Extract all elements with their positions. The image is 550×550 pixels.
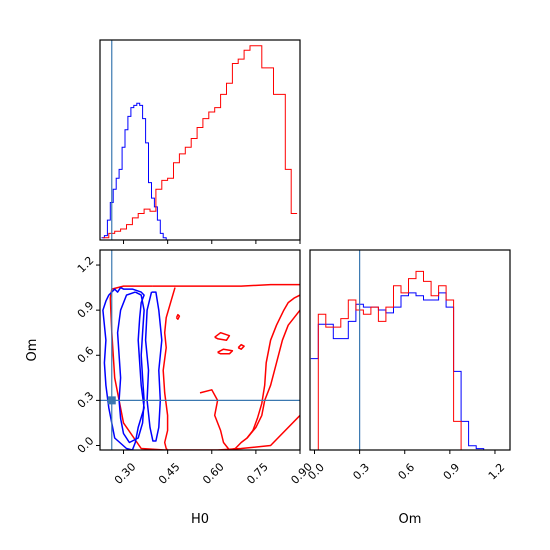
h0-om-contour-panel: 0.00.30.60.91.2 0.30 0.45 0.60 0.75 0.90 [75,249,315,487]
om-y-tick-label-2: 0.6 [75,344,97,366]
om-x-tick-label-2: 0.6 [396,461,418,483]
x-axis-label-om: Om [399,512,422,527]
h0-x-tick-label-1: 0.45 [156,460,183,487]
contour-red-outer-top [152,283,300,287]
h0-histogram-frame [99,39,301,241]
om-y-tick-label-1: 0.3 [75,389,97,411]
om-y-tick-label-3: 0.9 [75,299,97,321]
contour-red-blob-c [237,343,245,350]
contour-blue-outer [102,286,145,450]
contour-red-blob-d [175,313,181,320]
om-x-tick-label-4: 1.2 [486,461,508,483]
contour-red-mid-left [162,287,176,450]
om-x-tick-label-1: 0.3 [350,461,372,483]
contour-red-mid-right [199,309,300,450]
h0-histogram-panel [99,39,301,244]
om-histogram-red [310,270,477,450]
h0-x-tick-label-2: 0.60 [200,460,227,487]
y-axis-label-om: Om [25,339,40,362]
om-histogram-frame [309,249,511,451]
om-histogram-panel: 0.0 0.3 0.6 0.9 1.2 [305,249,511,483]
om-x-tick-label-3: 0.9 [441,461,463,483]
h0-histogram-blue [101,102,170,240]
h0-om-contour-frame [99,249,301,451]
om-histogram-blue [310,292,492,450]
om-y-tick-label-0: 0.0 [75,434,97,456]
h0-x-tick-label-3: 0.75 [244,460,271,487]
om-y-tick-label-4: 1.2 [75,254,97,276]
truth-marker [107,396,116,405]
contour-red-inner-right [246,294,300,439]
x-axis-label-h0: H0 [191,512,209,527]
contour-red-blob-a [214,331,231,341]
contour-red-blob-b [217,348,234,355]
contour-blue-mid [116,291,145,444]
contour-blue-inner [144,291,163,442]
h0-x-tick-label-0: 0.30 [112,460,139,487]
h0-histogram-red [102,45,298,239]
